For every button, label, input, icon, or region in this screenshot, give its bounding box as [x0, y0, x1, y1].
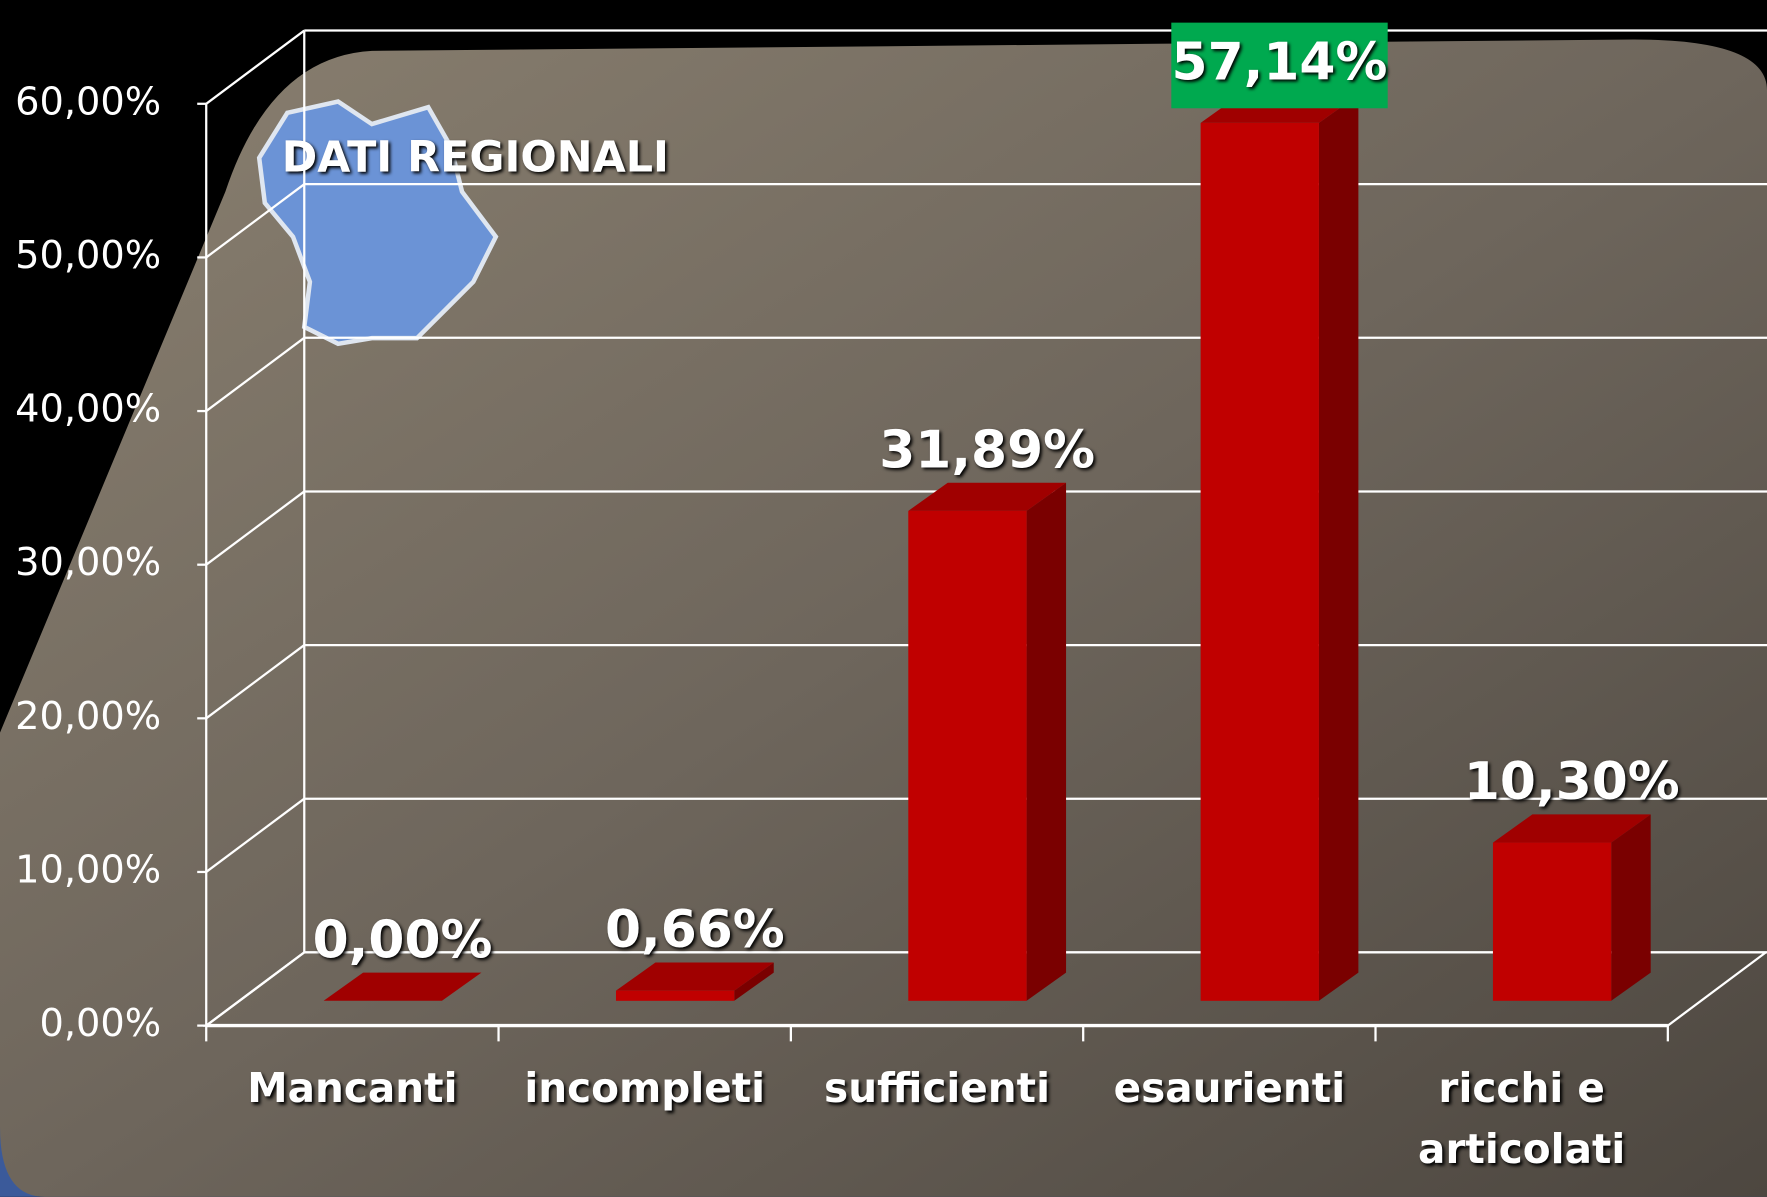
y-tick-label: 40,00% [15, 387, 161, 432]
x-tick-label: incompleti [499, 1059, 791, 1120]
x-tick-label-box: esaurienti [1083, 1059, 1375, 1197]
y-tick-label: 0,00% [39, 1001, 161, 1046]
value-label: 0,66% [605, 900, 785, 960]
bar [1201, 95, 1359, 1001]
bar-side [1611, 814, 1650, 1000]
bar-side [1027, 483, 1066, 1001]
y-tick-label: 50,00% [15, 233, 161, 278]
chart: DATI REGIONALI 0,00% 10,00% 20,00% 30,00% 40… [0, 0, 1767, 1197]
value-label: 57,14% [1172, 32, 1388, 92]
x-tick-label-box: ricchi e articolati [1376, 1059, 1668, 1197]
x-tick-label: sufficienti [791, 1059, 1083, 1120]
y-tick-label: 20,00% [15, 694, 161, 739]
value-label: 10,30% [1464, 752, 1680, 812]
x-tick-label: ricchi e articolati [1376, 1059, 1668, 1181]
bar-front [908, 511, 1026, 1001]
x-tick-label-box: Mancanti [206, 1059, 498, 1197]
value-label: 31,89% [879, 420, 1095, 480]
bar-front [1493, 843, 1611, 1001]
bar-front [616, 991, 734, 1001]
x-tick-label: esaurienti [1083, 1059, 1375, 1120]
x-tick-label: Mancanti [206, 1059, 498, 1120]
x-tick-label-box: sufficienti [791, 1059, 1083, 1197]
x-tick-label-box: incompleti [499, 1059, 791, 1197]
chart-title: DATI REGIONALI [282, 133, 669, 183]
y-tick-label: 60,00% [15, 79, 161, 124]
bar [1493, 814, 1651, 1000]
value-label: 0,00% [313, 910, 493, 970]
bar-front [1201, 123, 1319, 1001]
y-tick-label: 30,00% [15, 540, 161, 585]
y-tick-label: 10,00% [15, 847, 161, 892]
bar-side [1319, 95, 1358, 1001]
bar [908, 483, 1066, 1001]
